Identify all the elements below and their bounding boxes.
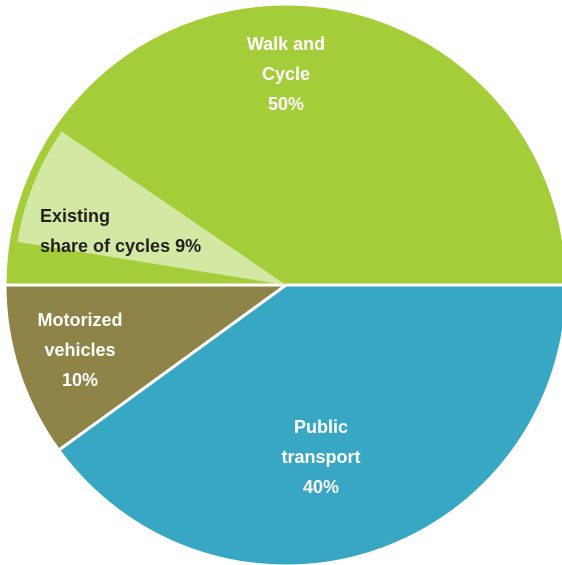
value-label: 9% <box>175 236 201 256</box>
value-label: 50% <box>268 94 304 114</box>
value-label: 40% <box>303 477 339 497</box>
label-line: Existing <box>40 206 110 226</box>
slice-label: Motorized vehicles 10% <box>38 310 123 390</box>
value-label: 10% <box>62 370 98 390</box>
label-line: Public <box>294 417 348 437</box>
label-line: transport <box>281 447 360 467</box>
label-line: Cycle <box>262 64 310 84</box>
pie-slice <box>56 283 562 565</box>
pie-slice <box>3 283 291 453</box>
slice-label: Walk and Cycle 50% <box>247 34 325 114</box>
label-line: Motorized <box>38 310 123 330</box>
label-line: vehicles <box>44 340 115 360</box>
highlight-label: Existing share of cycles 9% <box>40 206 201 256</box>
slice-label: Public transport 40% <box>281 417 360 497</box>
label-line: share of cycles <box>40 236 170 256</box>
label-line: Walk and <box>247 34 325 54</box>
highlight-slice <box>17 131 287 285</box>
